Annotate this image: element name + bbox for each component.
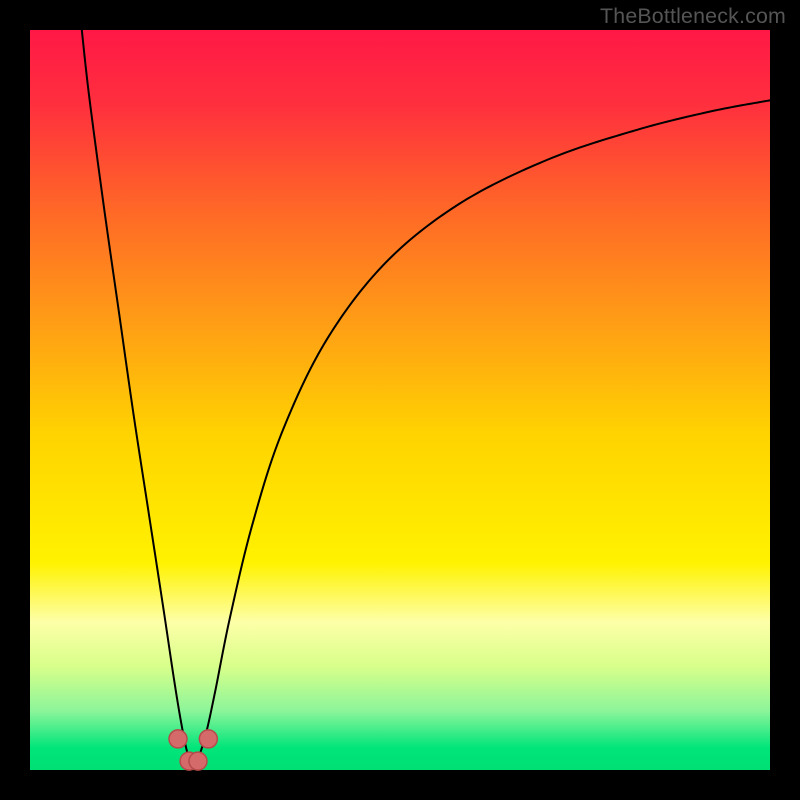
data-marker — [169, 730, 187, 748]
data-marker — [199, 730, 217, 748]
plot-gradient-background — [30, 30, 770, 770]
bottleneck-chart — [0, 0, 800, 800]
source-watermark: TheBottleneck.com — [600, 4, 786, 29]
chart-container: TheBottleneck.com — [0, 0, 800, 800]
data-marker — [189, 752, 207, 770]
